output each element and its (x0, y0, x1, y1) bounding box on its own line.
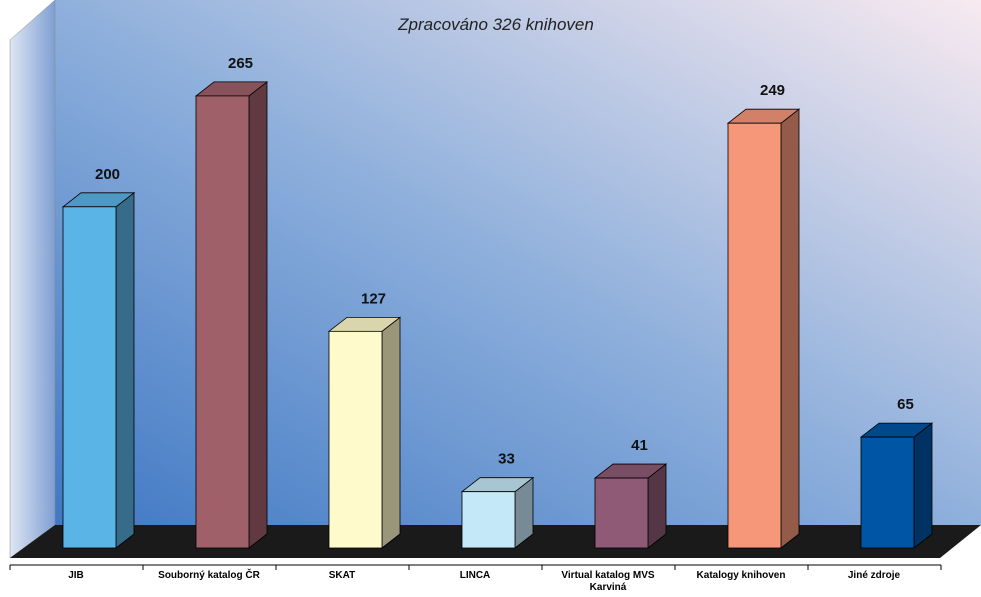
x-tick-label: Souborný katalog ČR (158, 570, 260, 581)
bar (460, 476, 535, 549)
bar-side (381, 316, 401, 549)
bar (593, 463, 668, 549)
value-label: 200 (95, 166, 120, 183)
x-tick-label: Katalogy knihoven (696, 570, 786, 581)
bar-side (647, 463, 667, 549)
value-label: 249 (760, 82, 785, 99)
value-label: 265 (228, 55, 253, 72)
value-label: 33 (498, 451, 515, 468)
bar-front (328, 330, 383, 549)
bar-side (248, 81, 268, 549)
x-tick-label: JIB (68, 570, 84, 581)
bar-front (860, 436, 915, 549)
value-label: 127 (361, 290, 386, 307)
bars: 200 265 127 33 41 249 65 (61, 55, 934, 549)
bar (61, 191, 136, 549)
bar-front (594, 477, 649, 549)
bar (726, 108, 801, 549)
bar (194, 81, 269, 549)
bar-side (780, 108, 800, 549)
subtitle: Zpracováno 326 knihoven (397, 15, 594, 34)
bar-front (727, 122, 782, 549)
x-tick-label: Virtual katalog MVS Karviná (561, 570, 655, 593)
bar (859, 422, 934, 549)
value-label: 41 (631, 437, 648, 454)
bar (327, 316, 402, 549)
bar-front (461, 491, 516, 549)
bar-side (115, 191, 135, 549)
side-wall (9, 0, 56, 559)
bar-front (195, 95, 250, 549)
bar-side (913, 422, 933, 549)
x-tick-label: Jiné zdroje (847, 570, 901, 581)
bar-front (62, 206, 117, 549)
x-tick-label: LINCA (459, 570, 491, 581)
back-wall (55, 0, 981, 525)
x-tick-label: SKAT (328, 570, 356, 581)
value-label: 65 (897, 396, 914, 413)
